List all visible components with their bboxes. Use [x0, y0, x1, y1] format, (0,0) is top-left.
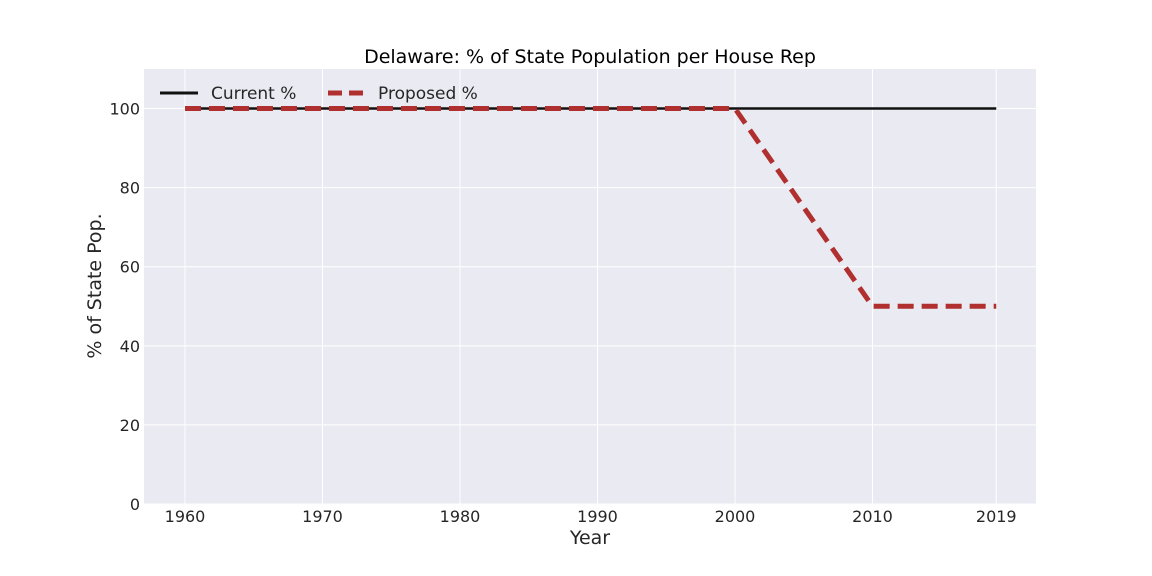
y-tick-label: 60	[120, 258, 140, 277]
y-tick-label: 100	[109, 100, 140, 119]
y-tick-label: 20	[120, 416, 140, 435]
y-tick-labels: 0 20 40 60 80 100	[109, 100, 140, 514]
x-tick-label: 1980	[440, 507, 481, 526]
x-tick-label: 2010	[852, 507, 893, 526]
chart-title: Delaware: % of State Population per Hous…	[364, 46, 816, 68]
y-tick-label: 0	[130, 495, 140, 514]
plot-area	[144, 69, 1036, 504]
y-tick-label: 80	[120, 179, 140, 198]
legend: Current % Proposed %	[160, 84, 478, 104]
x-axis-label: Year	[569, 527, 610, 549]
legend-label-current: Current %	[211, 84, 296, 104]
y-tick-label: 40	[120, 337, 140, 356]
x-tick-label: 1990	[577, 507, 618, 526]
y-axis-label: % of State Pop.	[84, 213, 106, 358]
series-line-proposed	[185, 106, 997, 309]
x-tick-labels: 1960 1970 1980 1990 2000 2010 2019	[165, 507, 1017, 526]
x-tick-label: 2000	[715, 507, 756, 526]
legend-label-proposed: Proposed %	[378, 84, 478, 104]
series-group	[185, 106, 997, 309]
x-tick-label: 1960	[165, 507, 206, 526]
x-tick-label: 2019	[976, 507, 1017, 526]
x-tick-label: 1970	[302, 507, 343, 526]
